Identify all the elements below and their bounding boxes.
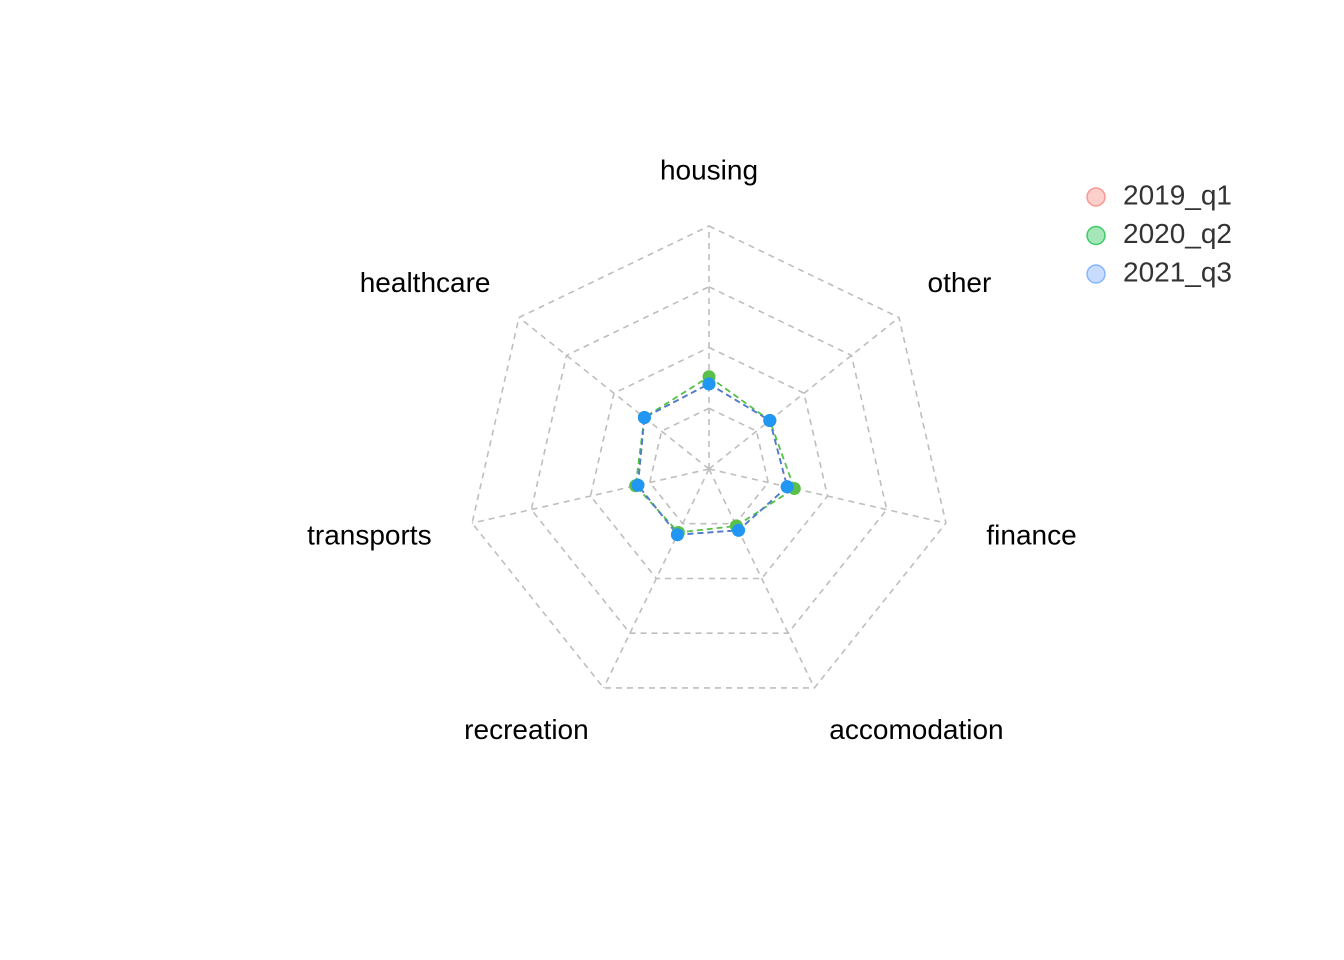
- series-line-2020_q2: [634, 375, 796, 534]
- series-points-2020_q2: [629, 370, 801, 539]
- legend-marker-2021_q3: [1086, 264, 1106, 284]
- legend-item-2019_q1: 2019_q1: [1086, 179, 1232, 210]
- series-2020_q2: [634, 375, 796, 534]
- grid-ring-3: [530, 285, 888, 635]
- grid-ring-4: [471, 225, 947, 689]
- axis-label-housing: housing: [660, 154, 758, 185]
- spoke-transports: [471, 468, 710, 524]
- legend-label-2021_q3: 2021_q3: [1123, 256, 1232, 287]
- point-2021_q3-other: [763, 414, 777, 427]
- series-layer: [629, 370, 801, 542]
- axis-label-finance: finance: [986, 519, 1076, 550]
- axis-labels: housing other finance accomodation recreatio…: [307, 154, 1077, 745]
- point-2021_q3-healthcare: [637, 411, 651, 424]
- axis-label-other: other: [928, 267, 992, 298]
- spoke-recreation: [602, 468, 710, 689]
- point-2021_q3-finance: [780, 480, 794, 494]
- spoke-accomodation: [708, 468, 816, 689]
- legend-marker-2019_q1: [1086, 187, 1106, 207]
- legend-label-2019_q1: 2019_q1: [1123, 179, 1232, 210]
- legend: 2019_q1 2020_q2 2021_q3: [1086, 179, 1232, 287]
- point-2021_q3-transports: [631, 478, 645, 492]
- legend-marker-2020_q2: [1086, 225, 1106, 246]
- axis-label-transports: transports: [307, 519, 432, 550]
- grid-ring-2: [589, 346, 829, 580]
- legend-label-2020_q2: 2020_q2: [1123, 218, 1232, 249]
- series-line-2021_q3: [636, 382, 789, 536]
- axis-label-recreation: recreation: [464, 714, 589, 745]
- legend-item-2020_q2: 2020_q2: [1086, 218, 1232, 249]
- legend-item-2021_q3: 2021_q3: [1086, 256, 1232, 287]
- point-2021_q3-housing: [702, 377, 716, 391]
- series-2021_q3: [636, 382, 789, 536]
- grid-layer: [471, 225, 947, 689]
- point-2021_q3-recreation: [670, 528, 684, 542]
- spoke-healthcare: [518, 316, 710, 470]
- axis-label-accomodation: accomodation: [829, 714, 1003, 745]
- spoke-other: [708, 316, 900, 470]
- point-2021_q3-accomodation: [732, 523, 745, 537]
- series-points-2021_q3: [631, 377, 794, 542]
- axis-label-healthcare: healthcare: [360, 267, 491, 298]
- spoke-finance: [708, 468, 947, 524]
